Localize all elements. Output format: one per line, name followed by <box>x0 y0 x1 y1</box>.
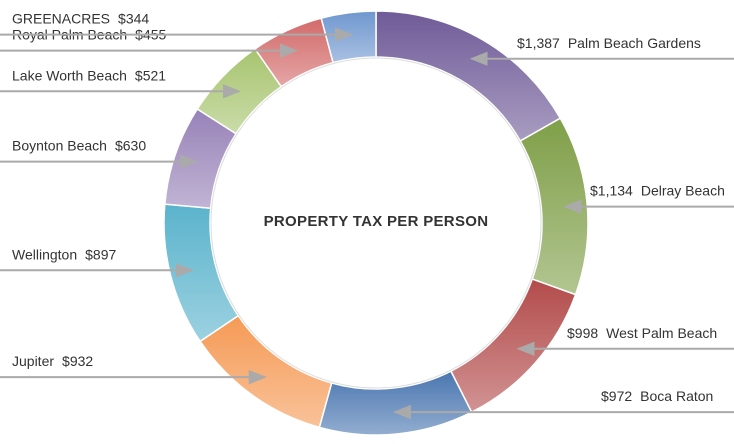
callout-label: Lake Worth Beach $521 <box>12 67 166 83</box>
value-label: $972 <box>601 388 632 404</box>
value-label: $897 <box>85 246 116 262</box>
category-label: West Palm Beach <box>606 325 717 341</box>
category-label: Palm Beach Gardens <box>568 35 701 51</box>
callout: Boynton Beach $630 <box>0 138 198 169</box>
callout-label: $998 West Palm Beach <box>567 325 717 341</box>
callout-label: $1,387 Palm Beach Gardens <box>517 35 701 51</box>
value-label: $932 <box>62 353 93 369</box>
value-label: $1,134 <box>590 183 633 199</box>
value-label: $344 <box>118 11 149 27</box>
callout: $1,387 Palm Beach Gardens <box>469 35 734 66</box>
category-label: Lake Worth Beach <box>12 67 127 83</box>
value-label: $998 <box>567 325 598 341</box>
callout: GREENACRES $344 <box>0 11 354 42</box>
callout-label: Boynton Beach $630 <box>12 138 146 154</box>
category-label: Delray Beach <box>641 183 725 199</box>
chart-title: PROPERTY TAX PER PERSON <box>264 213 489 230</box>
callout: $998 West Palm Beach <box>516 325 734 357</box>
callout-label: $972 Boca Raton <box>601 388 713 404</box>
category-label: GREENACRES <box>12 11 110 27</box>
category-label: Wellington <box>12 246 77 262</box>
value-label: $1,387 <box>517 35 560 51</box>
value-label: $630 <box>115 138 146 154</box>
callout: $1,134 Delray Beach <box>563 183 734 214</box>
callout-label: Jupiter $932 <box>12 353 93 369</box>
category-label: Boca Raton <box>640 388 713 404</box>
callout-label: GREENACRES $344 <box>12 11 149 27</box>
category-label: Jupiter <box>12 353 54 369</box>
category-label: Boynton Beach <box>12 138 107 154</box>
callout-label: $1,134 Delray Beach <box>590 183 725 199</box>
callout: Royal Palm Beach $455 <box>0 27 298 58</box>
callout-label: Wellington $897 <box>12 246 116 262</box>
callout: Wellington $897 <box>0 246 194 278</box>
callout: Lake Worth Beach $521 <box>0 67 241 99</box>
callout: Jupiter $932 <box>0 353 267 385</box>
callout: $972 Boca Raton <box>392 388 734 420</box>
value-label: $521 <box>135 67 166 83</box>
donut-hole <box>210 57 542 389</box>
